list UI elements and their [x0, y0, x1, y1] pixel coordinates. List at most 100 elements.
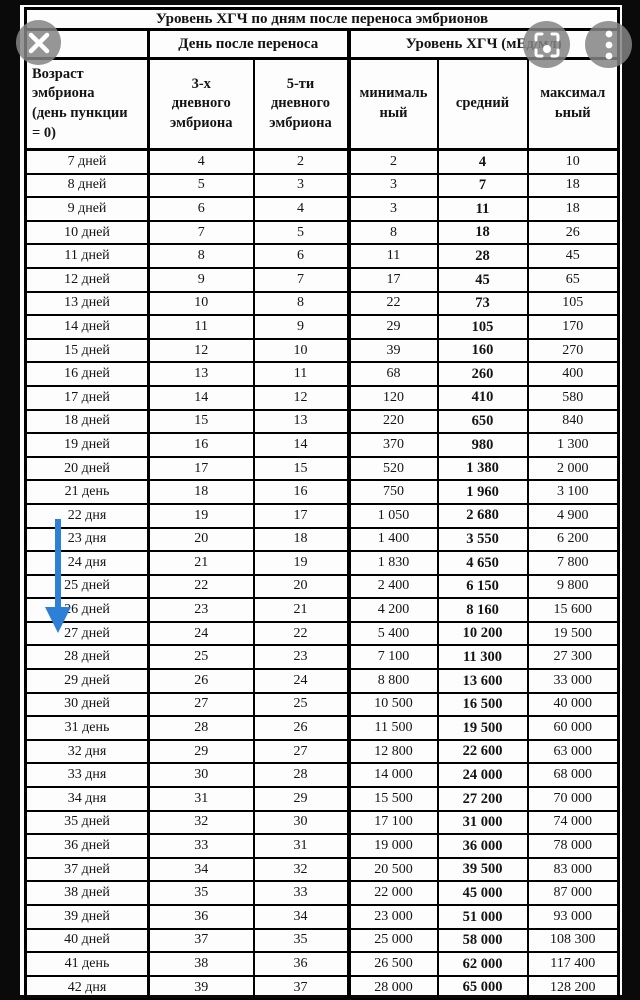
avg-cell: 6 150	[436, 573, 529, 600]
min-header: минималь ный	[346, 57, 439, 151]
day5-cell: 18	[252, 526, 350, 553]
row-label-cell: 39 дней	[24, 904, 150, 930]
table-row: 39 дней 36 34 23 000 51 000 93 000	[24, 904, 620, 930]
lens-viewfinder-icon	[534, 32, 559, 57]
avg-cell: 65 000	[436, 974, 529, 1000]
lens-button[interactable]	[523, 21, 570, 68]
sub-header-row: Возраст эмбриона (день пункции = 0) 3-х …	[24, 57, 620, 151]
more-options-button[interactable]	[585, 21, 632, 68]
min-cell: 12 800	[346, 738, 439, 765]
day3-cell: 18	[147, 479, 255, 505]
min-cell: 22 000	[346, 880, 439, 906]
row-label-cell: 27 дней	[24, 620, 150, 647]
table-title: Уровень ХГЧ по дням после переноса эмбри…	[24, 7, 620, 31]
day5-cell: 34	[252, 904, 350, 930]
row-label-cell: 14 дней	[24, 314, 150, 340]
day5-header: 5-ти дневного эмбриона	[252, 57, 350, 151]
avg-cell: 58 000	[436, 927, 529, 954]
min-cell: 10 500	[346, 691, 439, 718]
table-title-row: Уровень ХГЧ по дням после переноса эмбри…	[24, 7, 620, 31]
day5-cell: 13	[252, 408, 350, 435]
max-cell: 580	[526, 384, 620, 411]
min-cell: 520	[346, 455, 439, 482]
day3-cell: 35	[147, 880, 255, 906]
table-row: 28 дней 25 23 7 100 11 300 27 300	[24, 644, 620, 671]
avg-cell: 1 960	[436, 479, 529, 505]
day3-cell: 16	[147, 432, 255, 458]
max-cell: 117 400	[526, 951, 620, 977]
row-label-cell: 20 дней	[24, 455, 150, 482]
day5-cell: 5	[252, 219, 350, 246]
avg-cell: 16 500	[436, 691, 529, 718]
min-cell: 1 400	[346, 526, 439, 553]
max-cell: 65	[526, 266, 620, 293]
day5-cell: 15	[252, 455, 350, 482]
max-cell: 3 100	[526, 479, 620, 505]
max-cell: 40 000	[526, 691, 620, 718]
day5-cell: 9	[252, 314, 350, 340]
avg-cell: 19 500	[436, 715, 529, 741]
table-row: 41 день 38 36 26 500 62 000 117 400	[24, 951, 620, 977]
max-cell: 26	[526, 219, 620, 246]
avg-cell: 4	[436, 148, 529, 175]
min-cell: 1 050	[346, 502, 439, 529]
row-label-cell: 24 дня	[24, 550, 150, 576]
day3-cell: 26	[147, 668, 255, 694]
day3-cell: 19	[147, 502, 255, 529]
max-cell: 1 300	[526, 432, 620, 458]
day5-cell: 8	[252, 290, 350, 317]
avg-cell: 650	[436, 408, 529, 435]
close-button[interactable]	[16, 20, 61, 65]
min-cell: 8 800	[346, 668, 439, 694]
min-cell: 19 000	[346, 833, 439, 859]
row-label-cell: 28 дней	[24, 644, 150, 671]
row-label-cell: 22 дня	[24, 502, 150, 529]
row-label-cell: 33 дня	[24, 762, 150, 789]
table-row: 26 дней 23 21 4 200 8 160 15 600	[24, 597, 620, 623]
day3-cell: 31	[147, 786, 255, 812]
max-cell: 18	[526, 196, 620, 222]
max-cell: 105	[526, 290, 620, 317]
day5-cell: 26	[252, 715, 350, 741]
row-label-cell: 36 дней	[24, 833, 150, 859]
min-cell: 1 830	[346, 550, 439, 576]
min-cell: 22	[346, 290, 439, 317]
max-cell: 6 200	[526, 526, 620, 553]
row-label-cell: 30 дней	[24, 691, 150, 718]
day5-cell: 36	[252, 951, 350, 977]
avg-cell: 980	[436, 432, 529, 458]
day5-cell: 7	[252, 266, 350, 293]
day5-cell: 4	[252, 196, 350, 222]
row-label-cell: 35 дней	[24, 809, 150, 836]
row-label-cell: 42 дня	[24, 974, 150, 1000]
table-row: 15 дней 12 10 39 160 270	[24, 337, 620, 364]
avg-cell: 1 380	[436, 455, 529, 482]
day3-cell: 22	[147, 573, 255, 600]
min-cell: 120	[346, 384, 439, 411]
table-row: 27 дней 24 22 5 400 10 200 19 500	[24, 620, 620, 647]
day3-cell: 12	[147, 337, 255, 364]
avg-cell: 11 300	[436, 644, 529, 671]
row-label-cell: 7 дней	[24, 148, 150, 175]
day5-cell: 14	[252, 432, 350, 458]
hcg-table: Уровень ХГЧ по дням после переноса эмбри…	[24, 7, 621, 1000]
day5-cell: 16	[252, 479, 350, 505]
day3-cell: 29	[147, 738, 255, 765]
day3-cell: 23	[147, 597, 255, 623]
table-row: 38 дней 35 33 22 000 45 000 87 000	[24, 880, 620, 906]
row-label-cell: 40 дней	[24, 927, 150, 954]
avg-cell: 28	[436, 243, 529, 269]
max-cell: 9 800	[526, 573, 620, 600]
day3-cell: 13	[147, 361, 255, 387]
avg-cell: 18	[436, 219, 529, 246]
avg-cell: 27 200	[436, 786, 529, 812]
day3-cell: 25	[147, 644, 255, 671]
day5-cell: 17	[252, 502, 350, 529]
min-cell: 750	[346, 479, 439, 505]
close-icon	[28, 32, 49, 53]
table-row: 23 дня 20 18 1 400 3 550 6 200	[24, 526, 620, 553]
avg-cell: 36 000	[436, 833, 529, 859]
table-row: 9 дней 6 4 3 11 18	[24, 196, 620, 222]
avg-cell: 7	[436, 172, 529, 199]
